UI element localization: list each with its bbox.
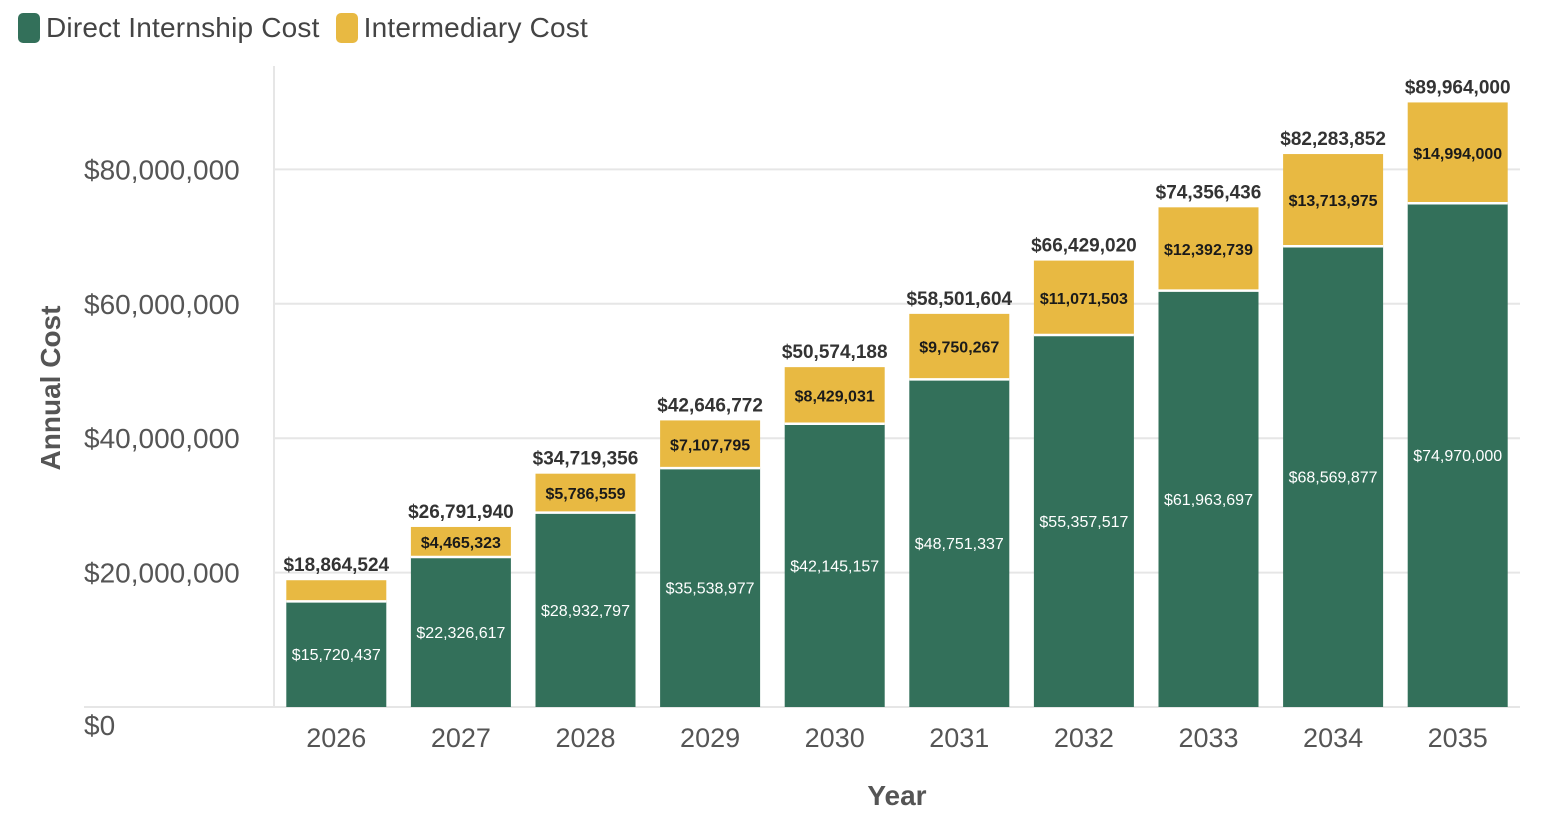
x-tick-label: 2033: [1178, 723, 1238, 753]
legend-swatch-intermediary: [335, 13, 358, 43]
bar-intermediary-2030: [784, 367, 885, 424]
x-tick-label: 2027: [431, 723, 491, 753]
y-tick-label: $80,000,000: [84, 154, 240, 185]
legend: Direct Internship Cost Intermediary Cost: [18, 12, 604, 44]
bar-direct-2027: [410, 556, 511, 707]
label-intermediary-2031: $9,750,267: [919, 340, 999, 357]
x-tick-label: 2028: [555, 723, 615, 753]
bar-intermediary-2032: [1033, 260, 1134, 335]
label-total-2035: $89,964,000: [1405, 77, 1511, 98]
x-tick-label: 2034: [1303, 723, 1363, 753]
bar-intermediary-2026: [286, 580, 387, 602]
label-intermediary-2032: $11,071,503: [1040, 291, 1128, 308]
label-direct-2033: $61,963,697: [1164, 492, 1253, 509]
legend-swatch-direct: [18, 13, 40, 43]
label-intermediary-2028: $5,786,559: [545, 486, 625, 503]
label-direct-2035: $74,970,000: [1413, 448, 1502, 465]
bar-intermediary-2027: [410, 526, 511, 557]
x-tick-label: 2031: [929, 723, 989, 753]
label-total-2034: $82,283,852: [1280, 129, 1386, 150]
bar-intermediary-2031: [909, 313, 1010, 380]
bar-direct-2034: [1283, 246, 1384, 707]
y-axis-title: Annual Cost: [35, 306, 66, 471]
label-total-2026: $18,864,524: [283, 555, 389, 576]
label-total-2030: $50,574,188: [782, 342, 888, 363]
bar-direct-2026: [286, 601, 387, 707]
label-direct-2030: $42,145,157: [790, 558, 879, 575]
label-total-2032: $66,429,020: [1031, 236, 1137, 257]
bar-intermediary-2033: [1158, 207, 1259, 291]
label-intermediary-2035: $14,994,000: [1413, 146, 1502, 163]
label-direct-2032: $55,357,517: [1039, 514, 1128, 531]
axes: $0 $20,000,000 $40,000,000 $60,000,000 $80,0…: [84, 66, 1520, 753]
x-tick-label: 2026: [306, 723, 366, 753]
label-direct-2031: $48,751,337: [915, 536, 1004, 553]
label-direct-2027: $22,326,617: [416, 625, 505, 642]
label-total-2027: $26,791,940: [408, 502, 514, 523]
label-total-2031: $58,501,604: [906, 289, 1012, 310]
label-intermediary-2027: $4,465,323: [421, 535, 501, 552]
bars: [286, 102, 1508, 707]
bar-direct-2030: [784, 423, 885, 707]
legend-label-intermediary: Intermediary Cost: [363, 12, 588, 43]
label-direct-2028: $28,932,797: [541, 603, 630, 620]
legend-item-direct[interactable]: Direct Internship Cost: [18, 12, 320, 44]
x-tick-label: 2029: [680, 723, 740, 753]
x-tick-label: 2030: [805, 723, 865, 753]
data-labels: $15,720,437 $18,864,524 $22,326,617 $4,465,…: [283, 77, 1510, 664]
y-tick-label: $20,000,000: [84, 558, 240, 589]
y-tick-label: $40,000,000: [84, 423, 240, 454]
bar-intermediary-2035: [1407, 102, 1508, 204]
y-tick-label: $60,000,000: [84, 289, 240, 320]
label-direct-2029: $35,538,977: [666, 581, 755, 598]
bar-intermediary-2034: [1283, 154, 1384, 247]
x-axis-title: Year: [867, 780, 926, 811]
label-total-2029: $42,646,772: [657, 395, 763, 416]
bar-direct-2028: [535, 512, 636, 707]
label-intermediary-2033: $12,392,739: [1164, 242, 1253, 259]
label-total-2028: $34,719,356: [533, 449, 639, 470]
legend-item-intermediary[interactable]: Intermediary Cost: [335, 12, 588, 44]
bar-direct-2035: [1407, 203, 1508, 707]
bar-direct-2029: [660, 468, 761, 707]
bar-direct-2033: [1158, 290, 1259, 707]
label-intermediary-2029: $7,107,795: [670, 437, 750, 454]
label-intermediary-2034: $13,713,975: [1289, 193, 1378, 210]
bar-direct-2032: [1033, 334, 1134, 707]
label-intermediary-2030: $8,429,031: [795, 388, 875, 405]
y-tick-label: $0: [84, 710, 115, 741]
label-direct-2034: $68,569,877: [1289, 470, 1378, 487]
x-tick-label: 2035: [1428, 723, 1488, 753]
x-tick-label: 2032: [1054, 723, 1114, 753]
bar-intermediary-2029: [660, 420, 761, 469]
bar-direct-2031: [909, 379, 1010, 707]
label-total-2033: $74,356,436: [1156, 182, 1262, 203]
legend-label-direct: Direct Internship Cost: [46, 12, 320, 43]
bar-intermediary-2028: [535, 473, 636, 513]
label-direct-2026: $15,720,437: [292, 647, 381, 664]
